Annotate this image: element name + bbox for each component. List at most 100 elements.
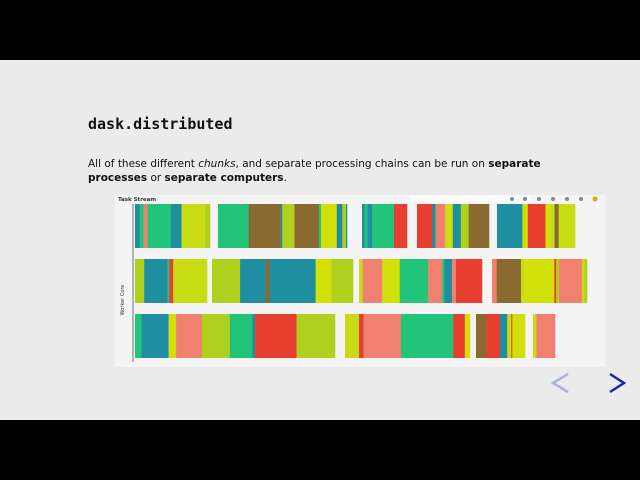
task-segment [556, 259, 560, 303]
chart-title: Task Stream [118, 197, 156, 203]
task-segment [393, 204, 408, 248]
task-segment [248, 204, 279, 248]
task-segment [252, 314, 256, 358]
task-segment [139, 204, 144, 248]
task-segment [524, 204, 529, 248]
task-segment [201, 314, 231, 358]
task-segment [195, 259, 208, 303]
task-segment [533, 314, 537, 358]
task-segment [212, 259, 241, 303]
task-segment [522, 204, 525, 248]
task-segment [135, 259, 145, 303]
task-segment [399, 259, 409, 303]
task-segment [558, 204, 576, 248]
task-segment [141, 314, 144, 358]
task-segment [315, 259, 332, 303]
task-segment [499, 314, 508, 358]
task-segment [522, 259, 525, 303]
task-segment [318, 204, 322, 248]
text-bold: separate processes [88, 158, 541, 184]
task-segment [147, 204, 172, 248]
task-segment [511, 314, 513, 358]
task-segment [142, 314, 163, 358]
task-segment [359, 314, 364, 358]
task-segment [507, 314, 512, 358]
text: . [283, 172, 287, 184]
text-bold: separate computers [164, 172, 284, 184]
task-segment [331, 259, 337, 303]
task-segment [181, 204, 206, 248]
task-segment [278, 204, 281, 248]
task-segment [191, 259, 197, 303]
task-segment [367, 204, 373, 248]
task-segment [550, 204, 555, 248]
task-segment [554, 204, 559, 248]
slide-title: dask.distributed [88, 115, 233, 133]
task-rows [135, 204, 588, 358]
task-segment [359, 259, 363, 303]
task-segment [512, 314, 522, 358]
task-segment [240, 259, 266, 303]
task-segment [139, 314, 142, 358]
task-segment [497, 204, 523, 248]
task-segment [581, 259, 585, 303]
y-axis-label: Worker Core [120, 285, 126, 316]
task-segment [169, 259, 174, 303]
task-segment [345, 314, 360, 358]
task-segment [254, 314, 276, 358]
task-segment [444, 259, 449, 303]
task-segment [173, 259, 192, 303]
toolbar-icons [510, 197, 583, 201]
task-segment [527, 204, 546, 248]
task-segment [225, 204, 250, 248]
task-segment [143, 204, 148, 248]
task-segment [170, 204, 182, 248]
next-arrow[interactable] [609, 372, 627, 394]
task-segment [167, 259, 170, 303]
task-segment [320, 204, 338, 248]
slide-text: All of these different chunks, and separ… [88, 157, 588, 185]
task-segment [417, 204, 433, 248]
task-segment [554, 259, 557, 303]
task-segment [584, 259, 588, 303]
task-segment [448, 259, 453, 303]
task-segment [521, 314, 526, 358]
task-segment [364, 204, 368, 248]
task-segment [205, 204, 211, 248]
task-segment [291, 259, 316, 303]
task-segment [362, 259, 383, 303]
task-segment [453, 314, 466, 358]
task-segment [476, 314, 487, 358]
task-segment [135, 204, 140, 248]
task-segment [162, 314, 169, 358]
task-segment [424, 314, 454, 358]
task-segment [282, 204, 295, 248]
task-segment [218, 204, 226, 248]
task-segment [492, 259, 498, 303]
task-segment [382, 259, 400, 303]
task-segment [169, 314, 177, 358]
task-segment [394, 314, 397, 358]
task-segment [428, 259, 443, 303]
task-segment [342, 204, 347, 248]
text-italic: chunks [198, 158, 236, 170]
text: All of these different [88, 158, 199, 170]
task-segment [523, 259, 555, 303]
task-segment [451, 259, 457, 303]
task-segment [135, 314, 141, 358]
task-segment [447, 204, 454, 248]
task-segment [558, 259, 583, 303]
task-segment [452, 204, 462, 248]
task-segment [372, 204, 395, 248]
bokeh-logo [592, 196, 598, 202]
prev-arrow[interactable] [550, 372, 569, 394]
task-segment [336, 204, 343, 248]
task-segment [408, 259, 429, 303]
text: or [147, 172, 165, 184]
task-segment [280, 204, 283, 248]
task-segment [168, 314, 170, 358]
task-segment [265, 259, 270, 303]
task-segment [274, 314, 297, 358]
